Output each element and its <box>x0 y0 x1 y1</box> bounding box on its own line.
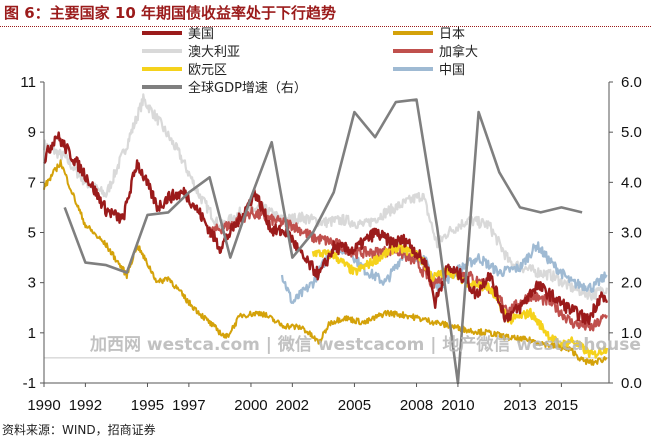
y-right-tick-label: 1.0 <box>621 325 642 342</box>
chart-series <box>42 93 609 385</box>
series-line-canada <box>208 206 608 332</box>
y-left-tick-label: 3 <box>28 275 36 292</box>
x-tick-label: 1990 <box>27 397 60 414</box>
x-tick-label: 2000 <box>234 397 267 414</box>
legend-label-us: 美国 <box>188 27 214 42</box>
watermark-text: 加西网 westca.com | 微信 westcacom | 地产微信 wes… <box>89 334 641 355</box>
y-right-tick-label: 2.0 <box>621 275 642 292</box>
y-right-tick-label: 3.0 <box>621 225 642 242</box>
legend-label-euro: 欧元区 <box>188 63 227 78</box>
chart-axes: 11 9 7 5 3 1 -1 6.0 5.0 4.0 3.0 2.0 1.0 0.0 1990 1992 19… <box>20 74 641 414</box>
series-line-us <box>43 131 609 325</box>
x-tick-label: 2013 <box>503 397 536 414</box>
y-left-tick-label: -1 <box>23 375 36 392</box>
y-left-tick-label: 9 <box>28 124 36 141</box>
legend-label-australia: 澳大利亚 <box>188 44 240 60</box>
title-divider <box>0 26 651 27</box>
legend-label-canada: 加拿大 <box>439 44 478 60</box>
x-tick-label: 2008 <box>400 397 433 414</box>
series-line-japan <box>43 159 608 366</box>
x-tick-label: 2015 <box>545 397 578 414</box>
legend-label-japan: 日本 <box>439 27 465 42</box>
series-line-australia <box>42 93 608 301</box>
series-line-gdp <box>63 98 583 385</box>
y-right-tick-label: 5.0 <box>621 124 642 141</box>
y-left-tick-label: 5 <box>28 225 36 242</box>
x-tick-label: 1997 <box>172 397 205 414</box>
chart-title: 图 6：主要国家 10 年期国债收益率处于下行趋势 <box>4 4 336 22</box>
y-right-tick-label: 0.0 <box>621 375 642 392</box>
x-tick-label: 1995 <box>131 397 164 414</box>
source-note: 资料来源：WIND，招商证券 <box>2 423 156 437</box>
legend-label-gdp: 全球GDP增速（右） <box>188 80 307 96</box>
y-right-tick-label: 4.0 <box>621 174 642 191</box>
y-right-tick-label: 6.0 <box>621 74 642 91</box>
y-left-tick-label: 11 <box>20 74 36 91</box>
x-tick-label: 2005 <box>338 397 371 414</box>
legend-label-china: 中国 <box>439 63 465 78</box>
x-tick-label: 2010 <box>441 397 474 414</box>
x-tick-label: 1992 <box>69 397 102 414</box>
x-tick-label: 2002 <box>276 397 309 414</box>
y-left-tick-label: 7 <box>28 174 36 191</box>
y-left-tick-label: 1 <box>28 325 36 342</box>
